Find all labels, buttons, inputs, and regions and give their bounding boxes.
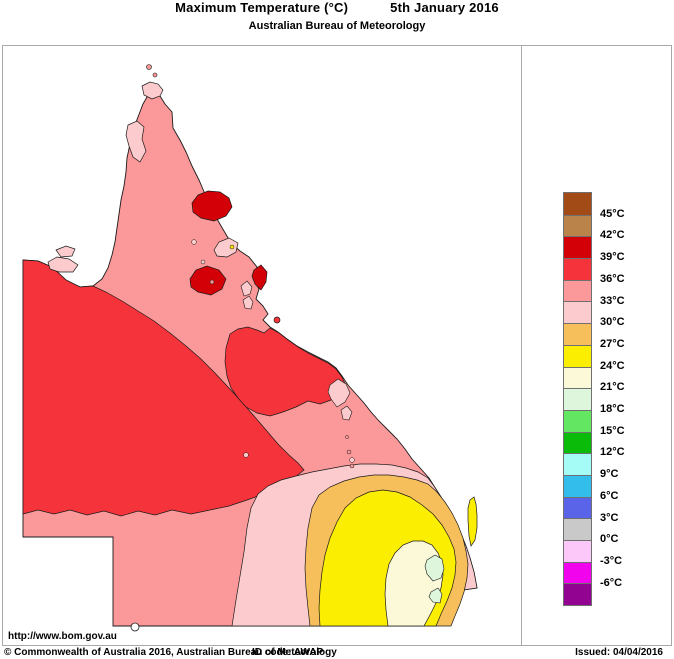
region-18-21-pocket-a — [424, 554, 445, 582]
legend-label: 24°C — [600, 359, 625, 372]
legend-swatch — [564, 214, 591, 237]
legend-label: 36°C — [600, 272, 625, 285]
island-dot-2 — [152, 72, 158, 78]
map-date: 5th January 2016 — [390, 0, 499, 15]
temperature-legend: 45°C 42°C 39°C 36°C 33°C 30°C 27°C 24°C 21°C 18°C… — [522, 46, 670, 643]
region-39-42-north — [191, 190, 233, 222]
legend-swatch — [564, 344, 591, 367]
legend-swatch — [564, 431, 591, 454]
legend-label: 42°C — [600, 229, 625, 242]
legend-label: 12°C — [600, 446, 625, 459]
legend-label: 0°C — [600, 533, 619, 546]
coastal-island-2 — [349, 463, 355, 469]
legend-swatch — [564, 518, 591, 540]
region-30-33-mackay-b — [340, 405, 353, 421]
map-pane: http://www.bom.gov.au — [3, 46, 521, 643]
legend-label: 3°C — [600, 511, 619, 524]
pink-dot-2 — [200, 259, 206, 265]
border-notch — [130, 622, 140, 632]
coastal-island-1 — [346, 449, 352, 455]
legend-swatch — [564, 388, 591, 410]
page-title: Maximum Temperature (°C) — [175, 0, 349, 15]
legend-label: -6°C — [600, 576, 623, 589]
frame-divider — [521, 46, 522, 645]
legend-label: 45°C — [600, 207, 625, 220]
legend-swatch — [564, 583, 591, 606]
bom-url: http://www.bom.gov.au — [8, 631, 117, 642]
legend-swatch — [564, 258, 591, 280]
legend-label: -3°C — [600, 554, 623, 567]
queensland-temperature-map — [22, 64, 478, 632]
legend-label: 6°C — [600, 489, 619, 502]
legend-label: 27°C — [600, 337, 625, 350]
page-subtitle: Australian Bureau of Meteorology — [248, 20, 426, 32]
region-30-33-coast-patch-b — [242, 295, 254, 310]
legend-swatch — [564, 409, 591, 432]
legend-label: 9°C — [600, 468, 619, 481]
pink-dot-1 — [191, 239, 197, 245]
region-39-42-coastal — [251, 264, 268, 291]
id-code-text: ID code: AWAP — [252, 647, 324, 658]
legend-label: 21°C — [600, 381, 625, 394]
legend-swatch — [564, 540, 591, 562]
coastal-island-3 — [345, 435, 349, 439]
region-18-21-pocket-b — [428, 587, 443, 604]
legend-label: 39°C — [600, 251, 625, 264]
legend-swatch — [564, 301, 591, 324]
region-30-33-mackay-a — [327, 378, 351, 408]
pink-dot-3 — [243, 452, 249, 458]
legend-label: 33°C — [600, 294, 625, 307]
island-dot-1 — [146, 64, 152, 70]
legend-label: 30°C — [600, 316, 625, 329]
fraser-island — [467, 496, 478, 547]
legend-label: 15°C — [600, 424, 625, 437]
legend-swatch — [564, 279, 591, 302]
legend-swatch — [564, 474, 591, 497]
header: Maximum Temperature (°C) 5th January 2016… — [0, 0, 674, 32]
legend-swatch — [564, 366, 591, 389]
torres-strait-island — [141, 81, 164, 100]
map-frame: http://www.bom.gov.au 45°C 42°C 39°C 36°C 33… — [2, 45, 672, 646]
region-24-27-tiny-dot — [229, 244, 235, 250]
region-30-33-coast-patch-a — [240, 280, 253, 297]
legend-swatch — [564, 323, 591, 345]
region-36-39-dot — [273, 316, 281, 324]
mornington-island — [55, 245, 76, 258]
region-39-42-inner-dot — [209, 279, 215, 285]
region-36-39-southwest — [22, 259, 305, 517]
region-30-33-west-cape — [125, 120, 147, 163]
legend-swatch — [564, 496, 591, 519]
legend-label: 18°C — [600, 403, 625, 415]
region-30-33-mid-north — [213, 237, 239, 258]
legend-swatch — [564, 236, 591, 259]
region-39-42-inland — [189, 265, 227, 296]
region-30-33-gulf-coast — [47, 256, 79, 273]
legend-color-bar — [563, 192, 592, 607]
copyright-text: © Commonwealth of Australia 2016, Austra… — [4, 647, 337, 658]
legend-swatch — [564, 453, 591, 475]
issued-date-text: Issued: 04/04/2016 — [575, 647, 663, 658]
pink-dot-4 — [349, 457, 355, 463]
legend-swatch — [564, 193, 591, 215]
legend-swatch — [564, 561, 591, 584]
